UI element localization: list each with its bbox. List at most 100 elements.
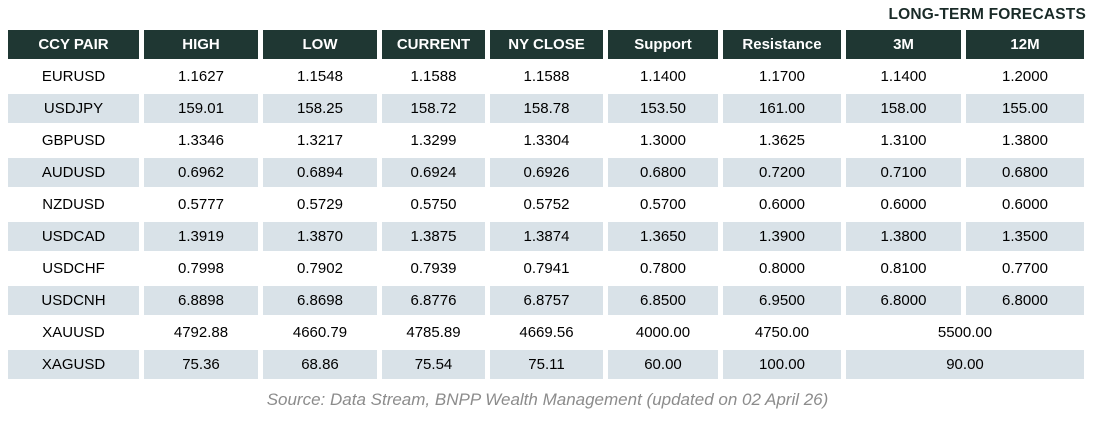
column-header-12m: 12M — [966, 30, 1084, 59]
value-cell: 75.36 — [144, 350, 258, 379]
value-cell: 1.3870 — [263, 222, 377, 251]
value-cell: 1.3100 — [846, 126, 961, 155]
column-header-support: Support — [608, 30, 718, 59]
value-cell: 1.1400 — [608, 62, 718, 91]
value-cell: 153.50 — [608, 94, 718, 123]
value-cell: 1.3346 — [144, 126, 258, 155]
value-cell: 0.6924 — [382, 158, 485, 187]
table-row: USDCAD 1.3919 1.3870 1.3875 1.3874 1.3650 1.39… — [8, 222, 1084, 251]
value-cell: 155.00 — [966, 94, 1084, 123]
value-cell: 0.6000 — [723, 190, 841, 219]
value-cell: 4660.79 — [263, 318, 377, 347]
value-cell: 0.5700 — [608, 190, 718, 219]
value-cell: 1.3919 — [144, 222, 258, 251]
value-cell: 6.8776 — [382, 286, 485, 315]
value-cell: 1.2000 — [966, 62, 1084, 91]
value-cell: 1.3800 — [846, 222, 961, 251]
ccy-pair-cell: USDCAD — [8, 222, 139, 251]
table-row: GBPUSD 1.3346 1.3217 1.3299 1.3304 1.3000 1.36… — [8, 126, 1084, 155]
value-cell: 6.8698 — [263, 286, 377, 315]
value-cell: 0.6926 — [490, 158, 603, 187]
source-attribution: Source: Data Stream, BNPP Wealth Managem… — [266, 390, 829, 409]
table-row: USDJPY 159.01 158.25 158.72 158.78 153.50 161.… — [8, 94, 1084, 123]
long-term-forecasts-title: LONG-TERM FORECASTS — [888, 6, 1086, 23]
value-cell: 1.3299 — [382, 126, 485, 155]
value-cell: 60.00 — [608, 350, 718, 379]
value-cell: 100.00 — [723, 350, 841, 379]
column-header-low: LOW — [263, 30, 377, 59]
value-cell: 161.00 — [723, 94, 841, 123]
value-cell: 1.1548 — [263, 62, 377, 91]
value-cell: 1.3875 — [382, 222, 485, 251]
value-cell: 6.8757 — [490, 286, 603, 315]
value-cell: 158.00 — [846, 94, 961, 123]
value-cell: 75.54 — [382, 350, 485, 379]
value-cell: 0.5729 — [263, 190, 377, 219]
value-cell: 0.6800 — [608, 158, 718, 187]
value-cell: 4669.56 — [490, 318, 603, 347]
value-cell: 1.3217 — [263, 126, 377, 155]
value-cell: 4000.00 — [608, 318, 718, 347]
value-cell: 0.6000 — [966, 190, 1084, 219]
table-row: AUDUSD 0.6962 0.6894 0.6924 0.6926 0.6800 0.72… — [8, 158, 1084, 187]
value-cell: 158.25 — [263, 94, 377, 123]
table-body: EURUSD 1.1627 1.1548 1.1588 1.1588 1.1400 1.17… — [8, 62, 1084, 379]
ccy-pair-cell: NZDUSD — [8, 190, 139, 219]
value-cell: 68.86 — [263, 350, 377, 379]
value-cell: 5500.00 — [846, 318, 1084, 347]
ccy-pair-cell: XAUUSD — [8, 318, 139, 347]
value-cell: 0.7998 — [144, 254, 258, 283]
value-cell: 1.1588 — [382, 62, 485, 91]
value-cell: 90.00 — [846, 350, 1084, 379]
value-cell: 1.3900 — [723, 222, 841, 251]
value-cell: 6.8500 — [608, 286, 718, 315]
value-cell: 6.8000 — [846, 286, 961, 315]
value-cell: 0.5752 — [490, 190, 603, 219]
value-cell: 0.8100 — [846, 254, 961, 283]
value-cell: 1.3650 — [608, 222, 718, 251]
value-cell: 75.11 — [490, 350, 603, 379]
header-row: CCY PAIR HIGH LOW CURRENT NY CLOSE Suppo… — [8, 30, 1084, 59]
table-row: XAGUSD 75.36 68.86 75.54 75.11 60.00 100.00 90.… — [8, 350, 1084, 379]
value-cell: 0.7939 — [382, 254, 485, 283]
fx-forecast-table: CCY PAIR HIGH LOW CURRENT NY CLOSE Suppo… — [3, 27, 1089, 382]
value-cell: 0.6962 — [144, 158, 258, 187]
value-cell: 0.6894 — [263, 158, 377, 187]
value-cell: 4785.89 — [382, 318, 485, 347]
ccy-pair-cell: XAGUSD — [8, 350, 139, 379]
value-cell: 0.7100 — [846, 158, 961, 187]
ccy-pair-cell: USDCNH — [8, 286, 139, 315]
value-cell: 0.6000 — [846, 190, 961, 219]
value-cell: 0.5777 — [144, 190, 258, 219]
value-cell: 1.1627 — [144, 62, 258, 91]
ccy-pair-cell: USDCHF — [8, 254, 139, 283]
column-header-high: HIGH — [144, 30, 258, 59]
table-row: USDCNH 6.8898 6.8698 6.8776 6.8757 6.8500 6.95… — [8, 286, 1084, 315]
value-cell: 6.8000 — [966, 286, 1084, 315]
value-cell: 6.9500 — [723, 286, 841, 315]
value-cell: 4750.00 — [723, 318, 841, 347]
table-row: NZDUSD 0.5777 0.5729 0.5750 0.5752 0.5700 0.60… — [8, 190, 1084, 219]
value-cell: 159.01 — [144, 94, 258, 123]
column-header-ny-close: NY CLOSE — [490, 30, 603, 59]
table-row: EURUSD 1.1627 1.1548 1.1588 1.1588 1.1400 1.17… — [8, 62, 1084, 91]
value-cell: 0.8000 — [723, 254, 841, 283]
column-header-3m: 3M — [846, 30, 961, 59]
value-cell: 1.3625 — [723, 126, 841, 155]
value-cell: 0.7700 — [966, 254, 1084, 283]
ccy-pair-cell: USDJPY — [8, 94, 139, 123]
value-cell: 158.72 — [382, 94, 485, 123]
value-cell: 4792.88 — [144, 318, 258, 347]
column-header-resistance: Resistance — [723, 30, 841, 59]
value-cell: 158.78 — [490, 94, 603, 123]
value-cell: 1.3304 — [490, 126, 603, 155]
value-cell: 1.3800 — [966, 126, 1084, 155]
table-header: CCY PAIR HIGH LOW CURRENT NY CLOSE Suppo… — [8, 30, 1084, 59]
value-cell: 0.7200 — [723, 158, 841, 187]
value-cell: 1.3874 — [490, 222, 603, 251]
value-cell: 0.5750 — [382, 190, 485, 219]
value-cell: 0.7941 — [490, 254, 603, 283]
ccy-pair-cell: GBPUSD — [8, 126, 139, 155]
value-cell: 0.7902 — [263, 254, 377, 283]
